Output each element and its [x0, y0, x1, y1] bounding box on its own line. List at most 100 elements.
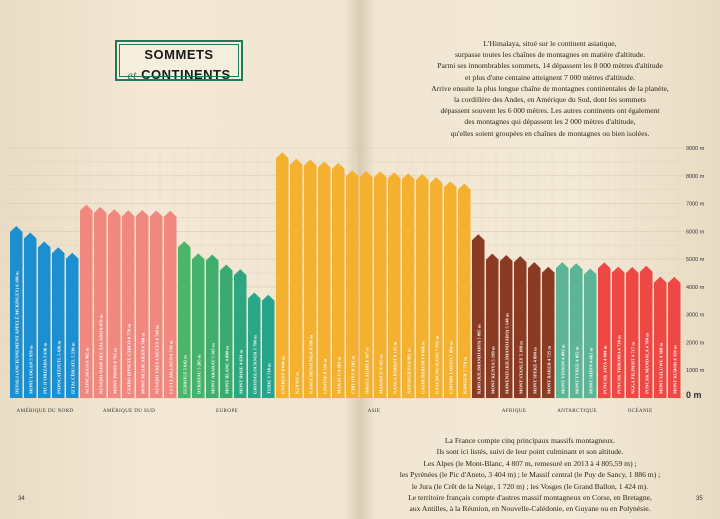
bar-teide-3 — [262, 294, 275, 398]
bar-puncak-mandala — [640, 265, 653, 398]
continent-label: OCÉANIE — [628, 406, 653, 414]
bar-label: TEIDE 3 718 m — [266, 363, 271, 394]
continent-label: AMÉRIQUE DU NORD — [17, 406, 74, 414]
bar-label: PUNCAK TRIKORA 4 730 m — [616, 335, 621, 394]
y-tick-label: 7000 m — [686, 202, 705, 208]
bar-gasherbrum-i — [416, 173, 429, 398]
text-line: dépassent souvent les 6 000 mètres. Les … — [440, 106, 660, 116]
y-tick-label: 5000 m — [686, 257, 705, 263]
bar-k2-8 — [290, 158, 303, 398]
text-line: et plus d'une centaine atteignent 7 000 … — [465, 72, 635, 82]
text-line: Le territoire français compte d'autres m… — [408, 493, 652, 503]
bar-mont-tyree — [570, 263, 583, 398]
text-line: la cordillère des Andes, en Amérique du … — [454, 95, 646, 105]
bar-label: MONT SPEKE 4 890 m — [532, 347, 537, 394]
bar-everest-8 — [276, 152, 289, 398]
bar-nevado-tres — [150, 210, 163, 398]
bar-mont-logan — [24, 232, 37, 398]
continent-label: AFRIQUE — [502, 408, 527, 414]
title-box: SOMMETS et CONTINENTS — [115, 40, 243, 82]
bar-label: ELBROUZ 5 642 m — [182, 355, 187, 394]
bar-dhaulagiri-8 — [360, 171, 373, 398]
bar-label: MAWENZI (KILIMANDJARO) 5 148 m — [504, 313, 509, 394]
bar-label: NEVADO TRES CRUCES 6 748 m — [154, 325, 159, 394]
bar-label: PUNCAK JAYA 4 884 m — [602, 345, 607, 394]
bar-nanga-parbat — [388, 172, 401, 398]
text-line: surpasse toutes les chaînes de montagnes… — [454, 50, 646, 60]
page-number-left: 34 — [18, 496, 25, 502]
bar-llullaillaco-6 — [164, 210, 177, 398]
bar-aconcagua-6 — [80, 204, 93, 398]
bar-ngga-pilimsit — [626, 266, 639, 398]
bar-label: KANGCHENJUNGA 8 586 m — [308, 335, 313, 394]
bar-label: POPOCATÉPETL 5 426 m — [56, 340, 61, 394]
bar-label: IZTACCÍHUATL 5 230 m — [70, 342, 75, 394]
bar-label: MONT ROSE 4 634 m — [238, 350, 243, 394]
bar-label: DHAULAGIRI 8 167 m — [364, 347, 369, 394]
bar-mont-speke — [528, 262, 541, 398]
bar-label: MONT TYREE 4 852 m — [574, 346, 579, 394]
bar-mont-kenya — [486, 253, 499, 398]
bar-label: PIC D'ORIZABA 5 636 m — [42, 343, 47, 394]
bar-mont-stanley — [514, 256, 527, 398]
continent-label: EUROPE — [216, 408, 238, 414]
y-tick-label: 8000 m — [686, 174, 705, 180]
bar-cho-oyu — [346, 170, 359, 398]
bar-label: GROSSGLOCKNER 3 798 m — [252, 335, 257, 394]
bar-annapurna-8 — [402, 173, 415, 398]
bar-label: KONGUR 7 719 m — [462, 357, 467, 394]
y-tick-label: 0 m — [686, 390, 702, 400]
bar-denali-(anciennement — [10, 226, 23, 398]
text-line: les Pyrénées (le Pic d'Aneto, 3 404 m) ;… — [399, 470, 661, 480]
bar-label: MONT KENYA 5 199 m — [490, 346, 495, 394]
bar-label: GASHERBRUM I 8 068 m — [420, 341, 425, 394]
text-line: La France compte cinq principaux massifs… — [444, 436, 616, 445]
bar-label: MONT BLANC 4 808 m — [224, 346, 229, 394]
y-tick-label: 3000 m — [686, 313, 705, 319]
bar-pic-d'orizaba — [38, 241, 51, 398]
bar-label: MAKALU 8 463 m — [336, 356, 341, 394]
bar-label: MONT GILUWE 4 368 m — [658, 343, 663, 394]
bar-mont-kubor — [668, 276, 681, 398]
bar-kibo-(kilimandjaro) — [472, 234, 485, 398]
bar-mont-giluwe — [654, 276, 667, 398]
bar-label: ANNAPURNA 8 091 m — [406, 348, 411, 394]
bar-label: EVEREST 8 848 m — [280, 356, 285, 394]
bar-label: MONT BAKER 4 725 m — [546, 346, 551, 394]
bar-nevado-ojos — [94, 206, 107, 398]
text-line: des montagnes qui dépassent les 2 000 mè… — [464, 117, 636, 127]
page-number-right: 35 — [696, 496, 703, 502]
bar-makalu-8 — [332, 162, 345, 398]
continent-label: ANTARCTIQUE — [557, 408, 597, 414]
bar-kongur-7 — [458, 183, 471, 398]
bar-mont-rose — [234, 269, 247, 398]
bar-mont-huascarán — [136, 210, 149, 398]
y-tick-label: 9000 m — [686, 146, 705, 152]
bar-kangchenjunga-8 — [304, 159, 317, 398]
bar-label: MONT KUBOR 4 359 m — [672, 345, 677, 394]
text-line: le Jura (le Crêt de la Neige, 1 720 m) ;… — [411, 481, 649, 491]
bar-lhotse-8 — [318, 161, 331, 398]
bar-grossglockner-3 — [248, 292, 261, 398]
bar-label: MONT ARARAT 5 165 m — [210, 343, 215, 394]
bar-mont-shinn — [584, 268, 597, 398]
bar-label: KIBO (KILIMANDJARO) 5 895 m — [476, 324, 481, 394]
bar-label: NEVADO OJOS DEL SALADO 6 879 m — [98, 314, 103, 394]
bar-iztaccíhuatl-5 — [66, 252, 79, 398]
france-paragraph: La France compte cinq principaux massifs… — [365, 435, 695, 515]
bar-cerro-bonete — [122, 210, 135, 398]
bar-label: LLULLAILLACO 6 739 m — [168, 340, 173, 394]
continent-label: ASIE — [368, 408, 381, 414]
text-line: Arrive ensuite la plus longue chaîne de … — [431, 83, 669, 93]
bar-label: PUNCAK MANDALA 4 760 m — [644, 333, 649, 394]
bar-popocatépetl-5 — [52, 247, 65, 398]
bar-label: DENALI (ANCIENNEMENT APPELÉ MCKINLEY) 6 … — [14, 271, 19, 394]
mountain-chart: 0 m 1000 m 2000 m 3000 m 4000 m 5000 m 6000 m 7… — [5, 146, 705, 414]
bar-label: CHO OYU 8 201 m — [350, 356, 355, 394]
bar-mont-baker — [542, 266, 555, 398]
bar-label: CERRO BONETE CHICO 6 759 m — [126, 324, 131, 394]
bar-label: GYACHUNG KANG 7 952 m — [434, 336, 439, 394]
bar-mawenzi-(kilimandjaro) — [500, 255, 513, 398]
bar-mont-blanc — [220, 264, 233, 398]
bar-label: MANASLU 8 163 m — [378, 354, 383, 394]
